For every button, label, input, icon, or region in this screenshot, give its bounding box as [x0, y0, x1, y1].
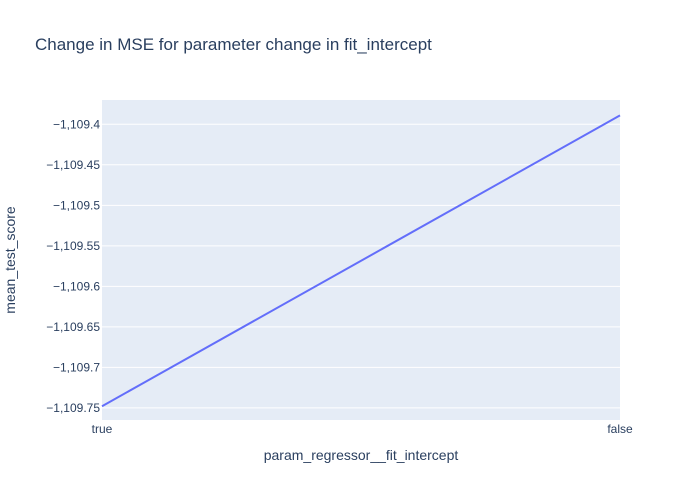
- y-tick-label: −1,109.75: [46, 401, 100, 415]
- y-tick-label: −1,109.65: [46, 320, 100, 334]
- y-tick-labels: −1,109.4 −1,109.45 −1,109.5 −1,109.55 −1,109…: [46, 117, 100, 415]
- x-tick-label: false: [607, 422, 633, 436]
- y-tick-label: −1,109.45: [46, 158, 100, 172]
- series-layer: [101, 114, 621, 408]
- gridlines: [102, 123, 620, 409]
- y-axis-title: mean_test_score: [2, 206, 18, 314]
- y-tick-label: −1,109.4: [53, 117, 100, 131]
- x-tick-label: true: [92, 422, 113, 436]
- y-tick-label: −1,109.6: [53, 279, 100, 293]
- y-tick-label: −1,109.7: [53, 360, 100, 374]
- series-line: [101, 114, 621, 408]
- y-tick-label: −1,109.55: [46, 239, 100, 253]
- y-tick-label: −1,109.5: [53, 198, 100, 212]
- x-tick-labels: true false: [92, 422, 633, 436]
- chart-title: Change in MSE for parameter change in fi…: [35, 35, 432, 54]
- x-axis-title: param_regressor__fit_intercept: [264, 447, 459, 463]
